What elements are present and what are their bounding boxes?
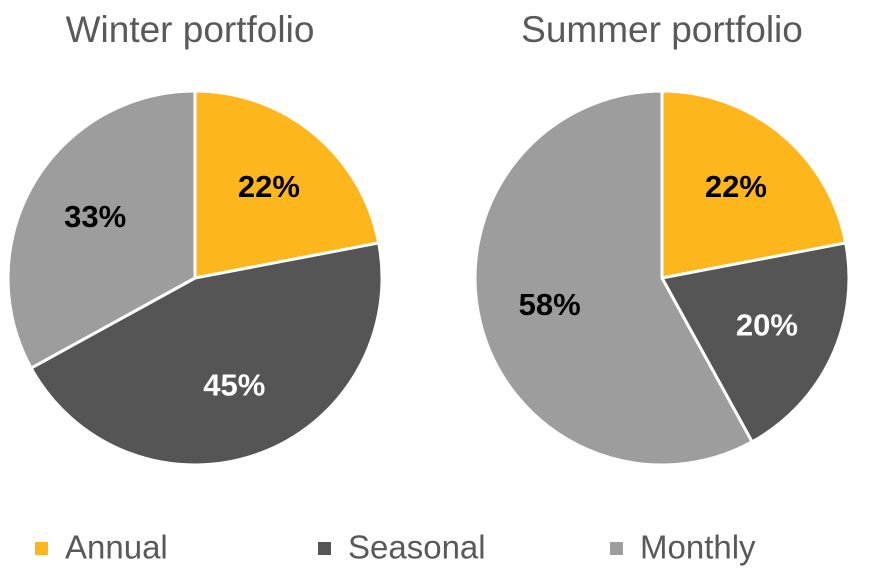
legend-label: Monthly: [640, 529, 756, 566]
chart-title: Summer portfolio: [521, 9, 803, 50]
legend-marker: [318, 542, 331, 555]
legend-label: Annual: [65, 529, 168, 566]
data-label: 58%: [519, 287, 581, 322]
pie-slice: [660, 89, 848, 280]
data-label: 20%: [736, 308, 798, 343]
pie-slice: [6, 89, 197, 371]
pie-slice: [29, 241, 384, 467]
pie-slice: [193, 89, 381, 280]
legend-label: Seasonal: [348, 529, 486, 566]
chart-title: Winter portfolio: [66, 9, 315, 50]
legend-marker: [610, 542, 623, 555]
pie-slice: [659, 241, 851, 444]
data-label: 22%: [705, 169, 767, 204]
pie-slice: [473, 89, 755, 467]
data-label: 22%: [238, 169, 300, 204]
legend-marker: [35, 542, 48, 555]
data-label: 45%: [203, 367, 265, 402]
data-label: 33%: [64, 199, 126, 234]
